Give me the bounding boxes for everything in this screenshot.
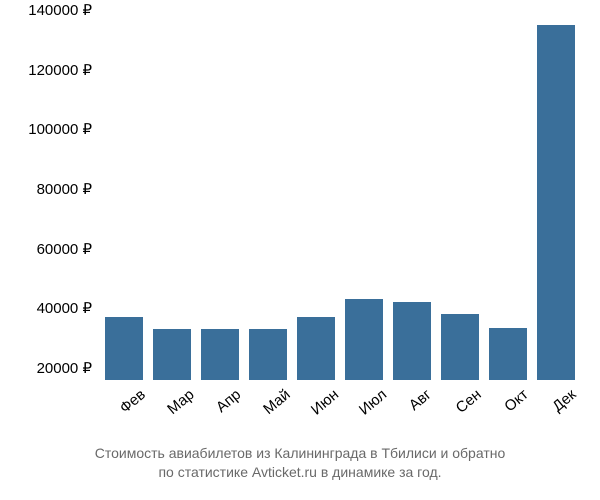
x-tick-label: Июн <box>308 386 342 419</box>
y-tick-label: 60000 ₽ <box>2 240 92 258</box>
bar <box>249 329 287 380</box>
plot-area: ФевМарАпрМайИюнИюлАвгСенОктДек <box>100 10 580 380</box>
bar <box>441 314 479 380</box>
price-bar-chart: 20000 ₽ 40000 ₽ 60000 ₽ 80000 ₽ 100000 ₽ 1200… <box>0 0 600 500</box>
bar-slot: Дек <box>532 10 580 380</box>
bar-slot: Фев <box>100 10 148 380</box>
bar-slot: Авг <box>388 10 436 380</box>
bar <box>297 317 335 380</box>
chart-caption: Стоимость авиабилетов из Калининграда в … <box>0 444 600 482</box>
x-tick-label: Апр <box>213 386 244 416</box>
caption-line-1: Стоимость авиабилетов из Калининграда в … <box>95 445 506 461</box>
x-tick-label: Авг <box>406 386 435 414</box>
caption-line-2: по статистике Avticket.ru в динамике за … <box>158 464 441 480</box>
y-tick-label: 120000 ₽ <box>2 61 92 79</box>
bar <box>393 302 431 380</box>
bar <box>201 329 239 380</box>
x-tick-label: Окт <box>501 386 531 415</box>
x-tick-label: Июл <box>356 386 390 419</box>
bar <box>105 317 143 380</box>
bar <box>489 328 527 380</box>
bar <box>345 299 383 380</box>
bar-slot: Окт <box>484 10 532 380</box>
bar <box>537 25 575 380</box>
bars-container: ФевМарАпрМайИюнИюлАвгСенОктДек <box>100 10 580 380</box>
bar-slot: Май <box>244 10 292 380</box>
y-tick-label: 100000 ₽ <box>2 120 92 138</box>
x-tick-label: Сен <box>453 386 485 417</box>
x-tick-label: Дек <box>549 386 579 415</box>
y-tick-label: 140000 ₽ <box>2 1 92 19</box>
y-tick-label: 80000 ₽ <box>2 180 92 198</box>
y-tick-label: 20000 ₽ <box>2 359 92 377</box>
bar-slot: Сен <box>436 10 484 380</box>
x-tick-label: Май <box>260 386 293 418</box>
x-tick-label: Мар <box>164 386 197 418</box>
bar-slot: Мар <box>148 10 196 380</box>
bar-slot: Апр <box>196 10 244 380</box>
bar-slot: Июл <box>340 10 388 380</box>
y-tick-label: 40000 ₽ <box>2 299 92 317</box>
x-tick-label: Фев <box>117 386 149 417</box>
bar-slot: Июн <box>292 10 340 380</box>
bar <box>153 329 191 380</box>
